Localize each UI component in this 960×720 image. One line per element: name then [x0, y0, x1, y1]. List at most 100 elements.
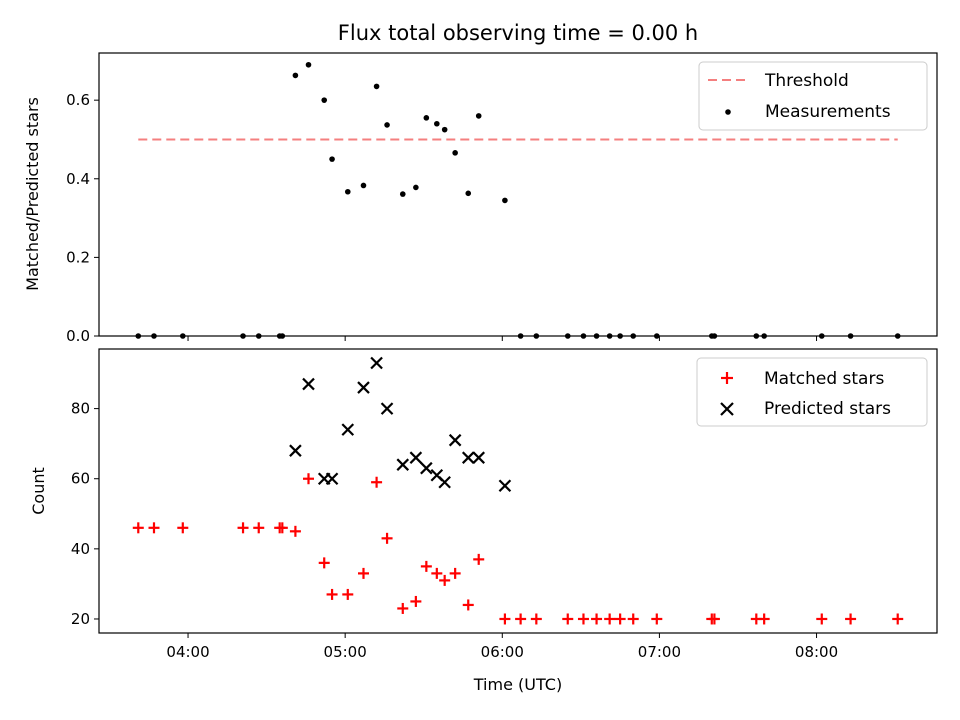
matched-star-point: [651, 613, 663, 625]
top-x-ticks: [187, 336, 818, 341]
predicted-star-point: [341, 423, 355, 436]
measurement-point: [606, 333, 613, 339]
predicted-star-point: [357, 381, 370, 394]
measurement-point: [533, 333, 540, 339]
measurement-point: [255, 333, 262, 339]
matched-star-point: [708, 613, 720, 625]
legend-predicted-swatch: [720, 402, 734, 416]
bottom-x-ticks: 04:00 05:00 06:00 07:00 08:00: [166, 633, 838, 661]
measurement-point: [894, 333, 901, 339]
matched-star-point: [357, 567, 369, 579]
matched-star-point: [758, 613, 770, 625]
bottom-plot-frame: [98, 348, 938, 634]
matched-star-point: [604, 613, 616, 625]
top-axes: 0.0 0.2 0.4 0.6 Matched/Predicted stars Thr…: [23, 52, 938, 345]
predicted-star-point: [396, 458, 410, 471]
legend-matched-swatch: [721, 372, 733, 384]
measurement-point: [564, 333, 571, 339]
measurement-point: [423, 115, 430, 121]
matched-star-point: [591, 613, 603, 625]
measurement-point: [617, 333, 623, 339]
top-legend-box: [698, 61, 928, 131]
predicted-star-point: [302, 377, 315, 391]
predicted-star-point: [438, 475, 451, 489]
legend-matched-label: Matched stars: [764, 369, 884, 389]
bottom-ytick-label: 20: [71, 610, 90, 628]
legend-threshold-label: Threshold: [764, 71, 849, 91]
xtick-label: 05:00: [324, 643, 367, 661]
measurement-point: [292, 72, 299, 79]
measurement-point: [240, 333, 246, 339]
measurement-point: [753, 333, 760, 339]
measurement-point: [434, 120, 440, 127]
matched-star-point: [276, 522, 288, 534]
matched-star-point: [845, 613, 857, 625]
measurement-point: [279, 333, 286, 339]
measurement-point: [818, 333, 825, 339]
measurement-point: [761, 333, 767, 339]
measurement-point: [135, 333, 142, 339]
measurement-point: [630, 333, 637, 339]
predicted-star-point: [289, 444, 302, 457]
measurement-point: [373, 83, 380, 90]
bottom-ytick-label: 40: [71, 540, 90, 558]
measurement-point: [384, 122, 390, 128]
predicted-star-point: [498, 479, 512, 493]
matched-star-point: [577, 613, 589, 625]
bottom-ytick-label: 60: [71, 470, 90, 488]
matched-star-point: [627, 613, 639, 625]
bottom-y-ticks: 20 40 60 80: [71, 400, 99, 628]
predicted-star-point: [325, 472, 339, 486]
predicted-star-point: [380, 402, 394, 415]
xtick-label: 06:00: [481, 643, 524, 661]
measurement-point: [847, 333, 854, 339]
chart-title: Flux total observing time = 0.00 h: [338, 21, 698, 45]
top-ytick-label: 0.6: [66, 91, 90, 109]
top-ytick-label: 0.0: [66, 327, 90, 345]
measurement-point: [517, 333, 524, 339]
matched-star-point: [431, 567, 443, 579]
matched-star-point: [132, 522, 144, 534]
measurement-point: [711, 333, 718, 339]
predicted-star-point: [461, 451, 475, 464]
bottom-ytick-label: 80: [71, 400, 90, 418]
matched-star-point: [462, 599, 474, 611]
matched-star-point: [515, 613, 527, 625]
matched-star-point: [816, 613, 828, 625]
matched-star-point: [342, 588, 354, 600]
matched-star-point: [473, 553, 485, 565]
xtick-label: 08:00: [795, 643, 838, 661]
bottom-y-axis-label: Count: [29, 467, 48, 515]
measurement-point: [475, 113, 482, 119]
matched-star-point: [410, 595, 422, 607]
predicted-star-point: [420, 461, 433, 475]
matched-star-point: [397, 602, 409, 614]
top-ytick-label: 0.4: [66, 170, 90, 188]
xtick-label: 07:00: [638, 643, 681, 661]
measurement-point: [441, 126, 448, 133]
measurement-point: [502, 197, 508, 204]
measurement-point: [413, 184, 419, 191]
measurement-point: [344, 188, 351, 195]
matched-star-point: [420, 560, 432, 572]
measurement-point: [399, 191, 406, 197]
measurement-point: [452, 150, 458, 156]
x-axis-label: Time (UTC): [473, 675, 562, 694]
measurement-point: [329, 156, 335, 162]
xtick-label: 04:00: [166, 643, 209, 661]
measurement-point: [321, 97, 328, 103]
measurement-point: [360, 182, 367, 189]
predicted-star-point: [370, 356, 383, 370]
matched-star-point: [381, 532, 393, 544]
measurement-point: [465, 190, 472, 197]
legend-measurements-swatch: [725, 109, 731, 115]
matched-star-point: [439, 574, 451, 586]
measurement-point: [593, 333, 600, 339]
matched-star-point: [562, 613, 574, 625]
measurement-points: [135, 61, 901, 339]
matched-star-point: [253, 522, 265, 534]
top-y-axis-label: Matched/Predicted stars: [23, 97, 42, 291]
matched-star-point: [318, 557, 330, 569]
matched-star-point: [177, 522, 189, 534]
